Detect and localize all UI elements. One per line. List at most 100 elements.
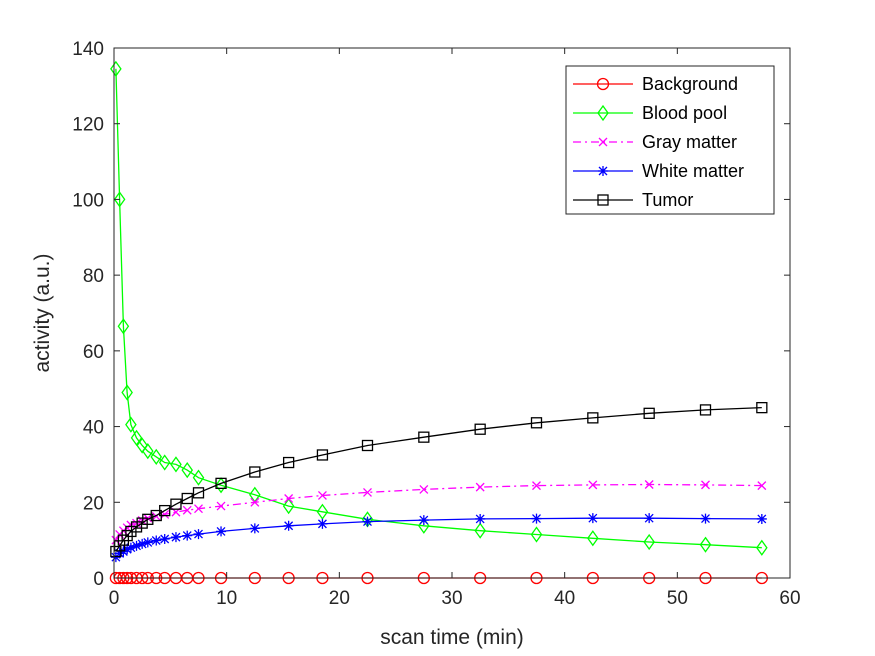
data-point-white-matter: [142, 537, 153, 548]
y-axis-label: activity (a.u.): [31, 253, 54, 372]
legend-item-blood-pool: Blood pool: [573, 103, 727, 123]
data-point-tumor: [587, 412, 599, 424]
y-tick-label: 140: [72, 39, 104, 60]
data-point-blood-pool: [530, 526, 543, 543]
y-tick-label: 100: [72, 190, 104, 211]
data-point-tumor: [170, 498, 182, 510]
data-point-blood-pool: [125, 416, 137, 433]
legend: Background Blood pool Gray matter White mat…: [565, 65, 775, 215]
data-point-white-matter: [216, 526, 227, 537]
data-point-tumor: [113, 540, 126, 552]
data-point-blood-pool: [699, 536, 712, 553]
data-point-gray-matter: [475, 482, 485, 492]
data-point-tumor: [249, 466, 261, 478]
x-axis-label: scan time (min): [380, 626, 524, 649]
data-point-white-matter: [170, 532, 181, 543]
data-point-tumor: [361, 439, 374, 452]
x-tick-label: 0: [109, 588, 120, 609]
data-point-gray-matter: [250, 497, 260, 507]
data-point-tumor: [110, 545, 122, 558]
data-point-white-matter: [182, 530, 193, 541]
legend-label: Background: [642, 74, 738, 94]
data-point-tumor: [159, 504, 171, 517]
data-point-blood-pool: [181, 461, 194, 479]
data-point-tumor: [699, 404, 712, 416]
y-tick-label: 60: [83, 342, 104, 363]
data-point-white-matter: [644, 513, 655, 524]
data-point-white-matter: [125, 542, 136, 553]
y-tick-label: 40: [83, 418, 104, 439]
data-point-blood-pool: [150, 448, 163, 465]
x-tick-label: 50: [667, 588, 688, 609]
data-point-white-matter: [531, 513, 542, 524]
data-point-white-matter: [114, 548, 125, 559]
data-point-blood-pool: [158, 454, 171, 471]
legend-marker-gray-matter: [598, 137, 608, 147]
legend-marker-blood-pool: [597, 104, 609, 122]
data-point-gray-matter: [284, 494, 294, 503]
data-point-white-matter: [418, 515, 429, 526]
data-point-blood-pool: [192, 469, 205, 486]
y-tick-label: 80: [83, 266, 104, 287]
x-tick-label: 20: [329, 588, 350, 609]
data-point-tumor: [474, 423, 486, 435]
data-point-tumor: [643, 407, 655, 419]
data-point-blood-pool: [130, 429, 143, 447]
data-point-white-matter: [249, 523, 260, 534]
data-point-white-matter: [118, 546, 129, 557]
legend-label: Tumor: [642, 190, 693, 210]
data-point-blood-pool: [756, 539, 768, 556]
legend-item-gray-matter: Gray matter: [573, 132, 737, 152]
x-tick-label: 10: [216, 588, 237, 609]
data-point-gray-matter: [588, 480, 598, 490]
data-point-tumor: [282, 456, 295, 469]
data-point-gray-matter: [317, 491, 327, 500]
data-point-white-matter: [475, 513, 486, 524]
data-point-white-matter: [283, 520, 294, 531]
data-point-white-matter: [587, 513, 598, 524]
data-point-gray-matter: [363, 487, 372, 497]
data-point-blood-pool: [643, 533, 655, 551]
legend-marker-background: [596, 77, 610, 91]
data-point-white-matter: [159, 534, 170, 545]
data-point-blood-pool: [142, 443, 154, 460]
legend-item-tumor: Tumor: [573, 190, 693, 210]
data-point-tumor: [418, 431, 430, 443]
data-point-gray-matter: [194, 504, 203, 514]
data-point-tumor: [215, 477, 227, 490]
data-point-tumor: [756, 401, 768, 414]
data-point-blood-pool: [113, 191, 126, 208]
data-point-tumor: [181, 492, 193, 505]
legend-label: Blood pool: [642, 103, 727, 123]
data-point-white-matter: [362, 516, 373, 527]
data-point-blood-pool: [316, 503, 329, 520]
data-point-white-matter: [756, 513, 767, 524]
series-line-blood-pool: [115, 68, 762, 549]
x-tick-label: 40: [554, 588, 575, 609]
series-white-matter: [110, 513, 767, 563]
data-point-tumor: [316, 449, 329, 461]
y-tick-label: 120: [72, 115, 104, 136]
x-tick-label: 30: [441, 588, 462, 609]
data-point-white-matter: [151, 535, 162, 546]
data-point-gray-matter: [216, 501, 226, 511]
legend-item-background: Background: [573, 74, 738, 94]
data-point-blood-pool: [587, 530, 599, 547]
legend-label: White matter: [642, 161, 744, 181]
data-point-gray-matter: [701, 480, 710, 490]
data-point-blood-pool: [121, 384, 133, 401]
legend-marker-white-matter: [598, 166, 608, 176]
data-point-tumor: [192, 487, 205, 499]
data-point-white-matter: [122, 544, 133, 555]
x-tick-label: 60: [779, 588, 800, 609]
data-point-blood-pool: [282, 497, 295, 515]
ticks-layer: 0 10 20 30 40 50 60 0 20 40 60 80 100 120 140: [72, 39, 800, 609]
data-point-white-matter: [700, 513, 711, 524]
data-point-white-matter: [193, 529, 204, 540]
series-tumor: [110, 401, 768, 558]
data-point-gray-matter: [757, 481, 767, 491]
legend-label: Gray matter: [642, 132, 737, 152]
data-point-white-matter: [317, 518, 328, 529]
data-point-white-matter: [131, 540, 142, 551]
